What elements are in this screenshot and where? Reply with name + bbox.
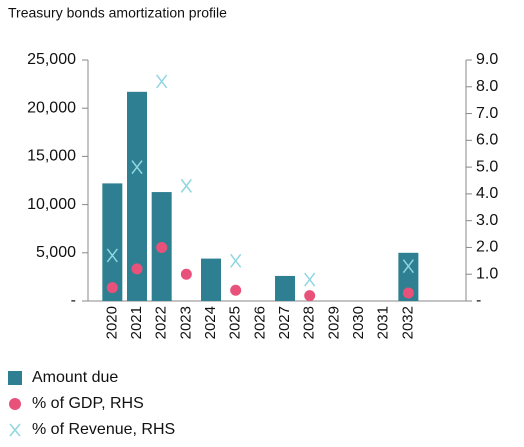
y-tick-label: 25,000 <box>27 51 76 68</box>
x-tick-label: 2022 <box>153 306 170 339</box>
y2-tick-label: 3.0 <box>476 212 498 229</box>
x-tick-label: 2028 <box>301 306 318 339</box>
legend-swatch <box>9 398 21 410</box>
cross-marker <box>180 178 192 193</box>
x-tick-label: 2031 <box>375 306 392 339</box>
y-tick-label: 5,000 <box>36 244 76 261</box>
y2-tick-label: 6.0 <box>476 132 498 149</box>
y-tick-label: 20,000 <box>27 99 76 116</box>
cross-marker <box>106 248 118 263</box>
x-tick-label: 2030 <box>350 306 367 339</box>
x-tick-label: 2023 <box>177 306 194 339</box>
dot <box>131 263 143 275</box>
y2-tick-label: - <box>476 292 481 309</box>
bar <box>102 183 123 301</box>
bar <box>398 252 419 301</box>
cross-marker <box>402 259 414 274</box>
dot <box>402 287 414 299</box>
dot <box>304 290 316 302</box>
x-tick-label: 2026 <box>251 306 268 339</box>
y-tick-label: - <box>71 292 76 309</box>
x-tick-label: 2021 <box>128 306 145 339</box>
legend-swatch <box>8 371 22 385</box>
x-tick-label: 2020 <box>103 306 120 339</box>
y2-tick-label: 4.0 <box>476 185 498 202</box>
cross-marker <box>230 253 242 268</box>
x-tick-label: 2024 <box>202 306 219 339</box>
y2-tick-label: 8.0 <box>476 78 498 95</box>
bar <box>201 258 222 301</box>
cross-marker <box>156 74 168 89</box>
dot <box>106 282 118 294</box>
y-tick-label: 15,000 <box>27 148 76 165</box>
x-tick-label: 2027 <box>276 306 293 339</box>
legend-label: % of GDP, RHS <box>32 395 144 412</box>
chart-title: Treasury bonds amortization profile <box>8 5 227 21</box>
bar <box>127 91 148 301</box>
legend-label: % of Revenue, RHS <box>32 421 175 438</box>
y2-tick-label: 1.0 <box>476 265 498 282</box>
legend-swatch <box>9 423 21 437</box>
y2-tick-label: 2.0 <box>476 239 498 256</box>
y-tick-label: 10,000 <box>27 196 76 213</box>
legend-label: Amount due <box>32 369 118 386</box>
dot <box>156 241 168 253</box>
bar <box>275 275 296 301</box>
y2-tick-label: 9.0 <box>476 51 498 68</box>
y2-tick-label: 7.0 <box>476 105 498 122</box>
cross-marker <box>131 160 143 175</box>
x-tick-label: 2032 <box>399 306 416 339</box>
dot <box>180 268 192 280</box>
cross-marker <box>304 272 316 287</box>
x-tick-label: 2029 <box>325 306 342 339</box>
x-tick-label: 2025 <box>227 306 244 339</box>
dot <box>230 284 242 296</box>
y2-tick-label: 5.0 <box>476 158 498 175</box>
